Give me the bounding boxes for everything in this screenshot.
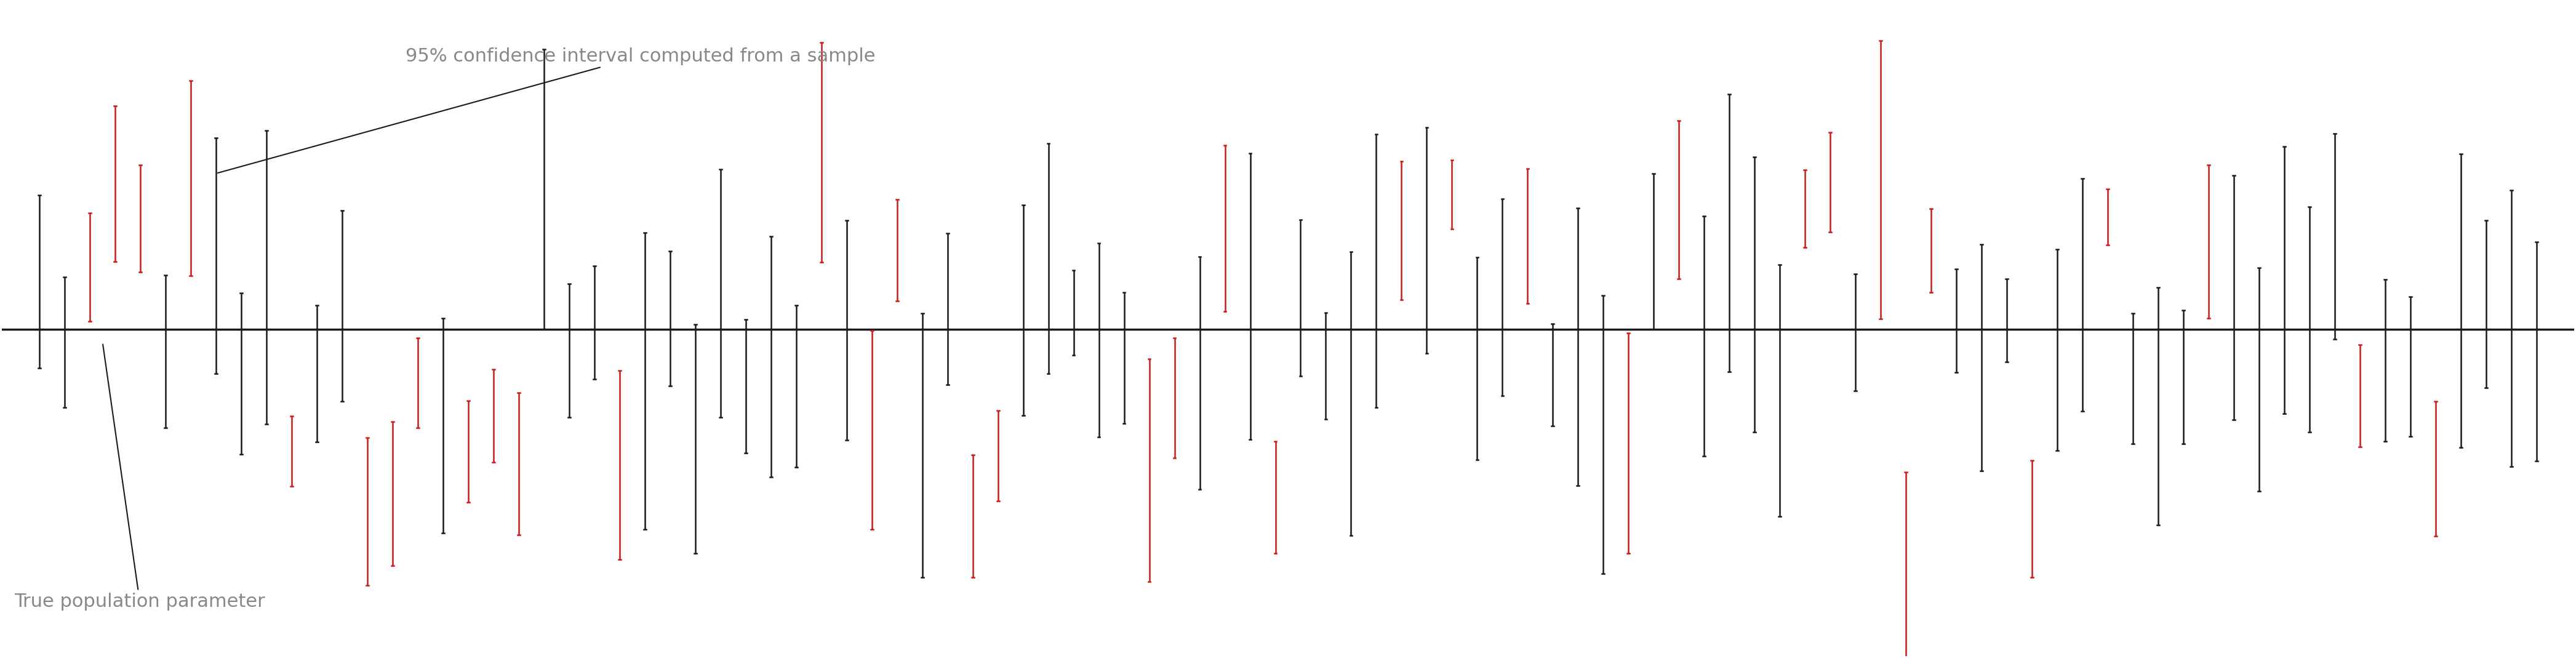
Text: 95% confidence interval computed from a sample: 95% confidence interval computed from a … [219,47,876,173]
Text: True population parameter: True population parameter [15,344,265,611]
